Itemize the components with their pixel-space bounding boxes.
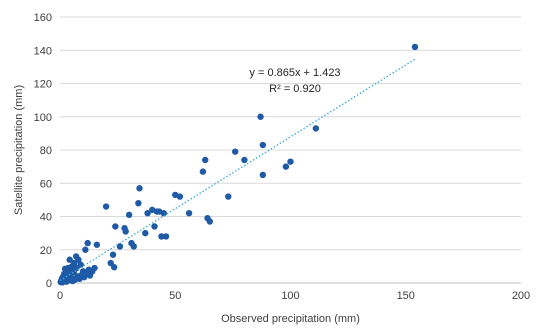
data-point [312,125,320,132]
x-axis-label: Observed precipitation (mm) [221,313,360,325]
data-points [57,43,419,286]
data-point [199,168,207,175]
data-point [282,163,290,170]
data-point [225,193,232,200]
data-point [135,200,142,207]
y-tick-label: 140 [34,45,52,57]
data-point [110,264,118,271]
data-point [91,264,98,272]
data-point [75,256,82,263]
data-point [66,256,73,263]
data-point [241,156,248,164]
x-tick-label: 200 [512,290,530,302]
y-tick-label: 120 [34,79,52,91]
y-tick-label: 160 [34,12,52,24]
y-tick-label: 40 [40,212,52,224]
data-point [116,243,124,250]
data-point [144,209,151,217]
data-point [206,218,214,225]
y-tick-label: 100 [34,112,52,124]
x-tick-labels: 0 50 100 150 200 [57,290,530,302]
y-tick-label: 80 [40,145,52,157]
data-point [259,171,267,179]
x-tick-label: 0 [57,290,63,302]
data-point [411,43,419,51]
x-tick-label: 50 [169,290,181,302]
data-point [158,233,165,240]
data-point [151,223,158,230]
data-point [109,251,117,258]
r-squared-label: R² = 0.920 [269,83,321,95]
data-point [162,233,170,240]
data-point [160,209,167,217]
data-point [130,243,137,250]
data-point [136,185,143,192]
data-point [122,228,129,235]
y-tick-label: 20 [40,245,52,257]
y-tick-labels: 0 20 40 60 80 100 120 140 160 [34,12,52,290]
data-point [259,141,267,149]
data-point [125,211,133,219]
trendline-equation: y = 0.865x + 1.423 [249,67,340,79]
data-point [112,223,119,230]
data-point [102,203,110,210]
data-point [202,156,209,164]
data-point [142,229,149,237]
data-point [82,246,89,253]
x-tick-label: 100 [281,290,299,302]
x-tick-label: 150 [397,290,415,302]
data-point [287,158,294,165]
data-point [257,113,264,120]
data-point [176,193,184,200]
y-tick-label: 0 [46,278,52,290]
data-point [84,239,91,247]
trendline [59,58,416,282]
data-point [93,241,101,248]
data-point [231,148,239,155]
y-tick-label: 60 [40,178,52,190]
data-point [77,261,84,268]
data-point [185,209,193,217]
gridlines [60,16,521,251]
y-axis-label: Satellite precipitation (mm) [13,85,25,215]
